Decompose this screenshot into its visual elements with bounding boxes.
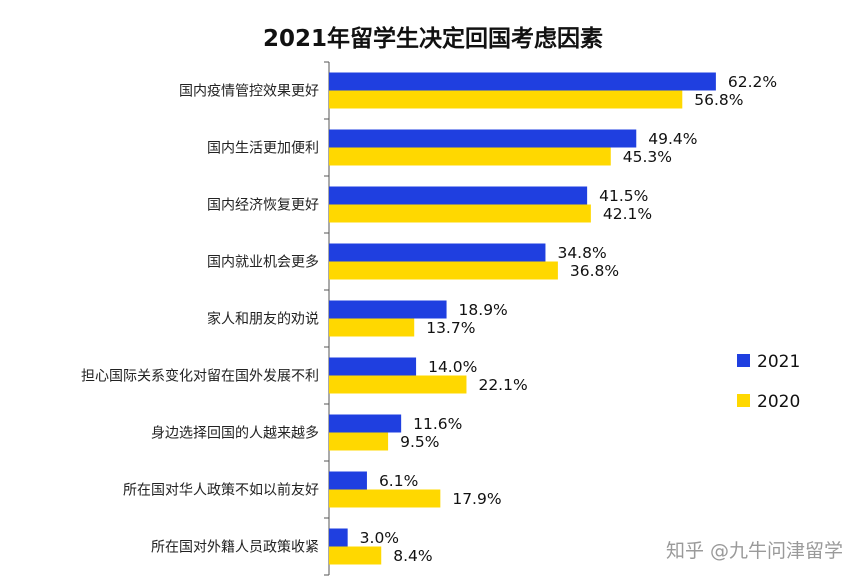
value-label: 14.0% bbox=[428, 358, 477, 376]
value-label: 8.4% bbox=[393, 547, 432, 565]
value-label: 6.1% bbox=[379, 472, 418, 490]
category-label: 所在国对华人政策不如以前友好 bbox=[123, 482, 319, 499]
bar-2020 bbox=[329, 147, 611, 166]
value-label: 22.1% bbox=[478, 376, 527, 394]
category-label: 担心国际关系变化对留在国外发展不利 bbox=[81, 369, 319, 385]
category-label: 所在国对外籍人员政策收紧 bbox=[151, 539, 319, 556]
category-label: 国内就业机会更多 bbox=[207, 254, 319, 271]
bar-2021 bbox=[329, 528, 348, 547]
category-label: 国内经济恢复更好 bbox=[207, 197, 319, 214]
legend: 2021 2020 bbox=[737, 352, 800, 412]
bar-2020 bbox=[329, 375, 467, 394]
value-labels: 62.2%56.8% 49.4%45.3% 41.5%42.1% 34.8%36.8%… bbox=[360, 73, 777, 565]
category-labels: 国内疫情管控效果更好国内生活更加便利国内经济恢复更好国内就业机会更多家人和朋友的… bbox=[81, 84, 319, 556]
bar-2021 bbox=[329, 186, 588, 205]
watermark: 知乎 @九牛问津留学 bbox=[666, 540, 843, 562]
bar-2020 bbox=[329, 90, 683, 109]
category-label: 身边选择回国的人越来越多 bbox=[151, 425, 319, 442]
bar-2020 bbox=[329, 546, 382, 565]
category-label: 国内疫情管控效果更好 bbox=[179, 84, 319, 100]
category-label: 国内生活更加便利 bbox=[207, 141, 319, 157]
chart-title: 2021年留学生决定回国考虑因素 bbox=[263, 25, 603, 52]
value-label: 56.8% bbox=[694, 91, 743, 109]
bar-2021 bbox=[329, 243, 546, 262]
value-label: 9.5% bbox=[400, 433, 439, 451]
value-label: 49.4% bbox=[648, 130, 697, 148]
bar-2020 bbox=[329, 261, 558, 280]
value-label: 42.1% bbox=[603, 205, 652, 223]
bars bbox=[329, 72, 716, 565]
value-label: 11.6% bbox=[413, 415, 462, 433]
category-label: 家人和朋友的劝说 bbox=[207, 311, 319, 328]
value-label: 3.0% bbox=[360, 529, 399, 547]
value-label: 41.5% bbox=[599, 187, 648, 205]
value-label: 45.3% bbox=[623, 148, 672, 166]
legend-label: 2020 bbox=[757, 392, 800, 412]
value-label: 34.8% bbox=[557, 244, 606, 262]
category-axis-ticks bbox=[324, 61, 329, 576]
value-label: 62.2% bbox=[728, 73, 777, 91]
bar-2021 bbox=[329, 129, 637, 148]
bar-2020 bbox=[329, 204, 591, 223]
value-label: 17.9% bbox=[452, 490, 501, 508]
legend-swatch-2021 bbox=[737, 354, 750, 367]
bar-2021 bbox=[329, 357, 417, 376]
value-label: 36.8% bbox=[570, 262, 619, 280]
value-label: 18.9% bbox=[459, 301, 508, 319]
legend-label: 2021 bbox=[757, 352, 800, 372]
bar-2020 bbox=[329, 318, 415, 337]
bar-2021 bbox=[329, 471, 367, 490]
bar-2020 bbox=[329, 432, 389, 451]
bar-2021 bbox=[329, 300, 447, 319]
legend-swatch-2020 bbox=[737, 394, 750, 407]
bar-2021 bbox=[329, 72, 716, 91]
bar-2020 bbox=[329, 489, 441, 508]
bar-2021 bbox=[329, 414, 402, 433]
value-label: 13.7% bbox=[426, 319, 475, 337]
